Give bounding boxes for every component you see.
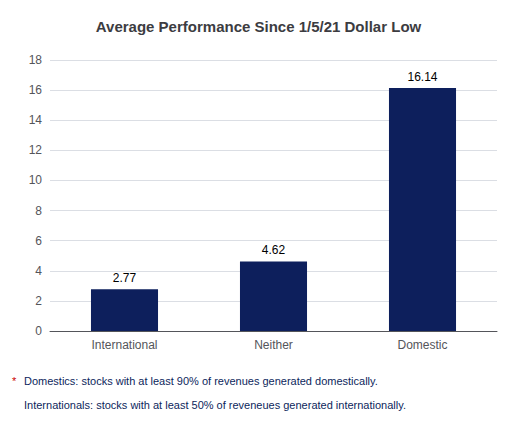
- svg-text:14: 14: [29, 113, 43, 127]
- svg-text:Domestics: stocks with at leas: Domestics: stocks with at least 90% of r…: [24, 375, 378, 387]
- svg-text:*: *: [12, 375, 17, 387]
- svg-text:18: 18: [29, 53, 43, 67]
- svg-text:2: 2: [35, 294, 42, 308]
- svg-text:Domestic: Domestic: [397, 338, 447, 352]
- svg-text:0: 0: [35, 324, 42, 338]
- svg-text:Average Performance Since 1/5/: Average Performance Since 1/5/21 Dollar …: [96, 18, 422, 35]
- svg-text:International: International: [91, 338, 157, 352]
- svg-text:10: 10: [29, 173, 43, 187]
- svg-text:16: 16: [29, 83, 43, 97]
- svg-text:12: 12: [29, 143, 43, 157]
- svg-text:Neither: Neither: [254, 338, 293, 352]
- svg-text:Internationals: stocks with at: Internationals: stocks with at least 50%…: [24, 399, 406, 411]
- svg-text:4.62: 4.62: [262, 243, 286, 257]
- svg-text:6: 6: [35, 234, 42, 248]
- svg-text:2.77: 2.77: [113, 271, 137, 285]
- svg-text:16.14: 16.14: [407, 70, 437, 84]
- svg-text:4: 4: [35, 264, 42, 278]
- svg-text:8: 8: [35, 204, 42, 218]
